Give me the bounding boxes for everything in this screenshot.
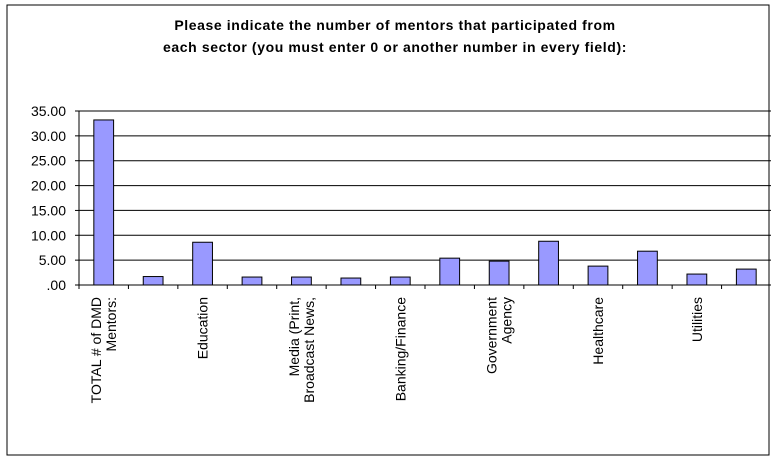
bar <box>439 257 461 286</box>
bar <box>686 273 708 286</box>
y-tick-label: 20.00 <box>31 178 66 194</box>
bar <box>538 240 559 286</box>
bar <box>142 276 164 286</box>
chart-frame <box>6 4 770 456</box>
y-tick-label: 5.00 <box>39 252 66 268</box>
y-tick-label: 25.00 <box>31 153 66 169</box>
bar <box>735 268 757 286</box>
x-tick-label: Utilities <box>689 297 705 342</box>
y-tick-label: 30.00 <box>31 128 66 144</box>
bar <box>637 250 658 286</box>
x-tick-label: Healthcare <box>590 297 606 365</box>
x-tick-label: Education <box>195 297 211 359</box>
bar <box>192 241 213 286</box>
y-tick-label: 10.00 <box>31 227 66 243</box>
x-tick-label: GovernmentAgency <box>484 297 515 374</box>
chart-title: Please indicate the number of mentors th… <box>163 17 627 55</box>
bar <box>340 277 362 286</box>
bar <box>93 119 115 286</box>
x-tick-label: TOTAL # of DMDMentors: <box>88 297 119 403</box>
bar <box>241 276 263 286</box>
x-tick-label: Media (Print,Broadcast News, <box>286 297 317 403</box>
y-tick-label: .00 <box>47 277 67 293</box>
x-tick-label: Banking/Finance <box>392 297 408 402</box>
bar <box>389 276 411 286</box>
bar <box>291 276 312 286</box>
bar <box>488 260 510 286</box>
bar <box>587 265 609 286</box>
y-tick-label: 15.00 <box>31 202 66 218</box>
y-tick-label: 35.00 <box>31 103 66 119</box>
